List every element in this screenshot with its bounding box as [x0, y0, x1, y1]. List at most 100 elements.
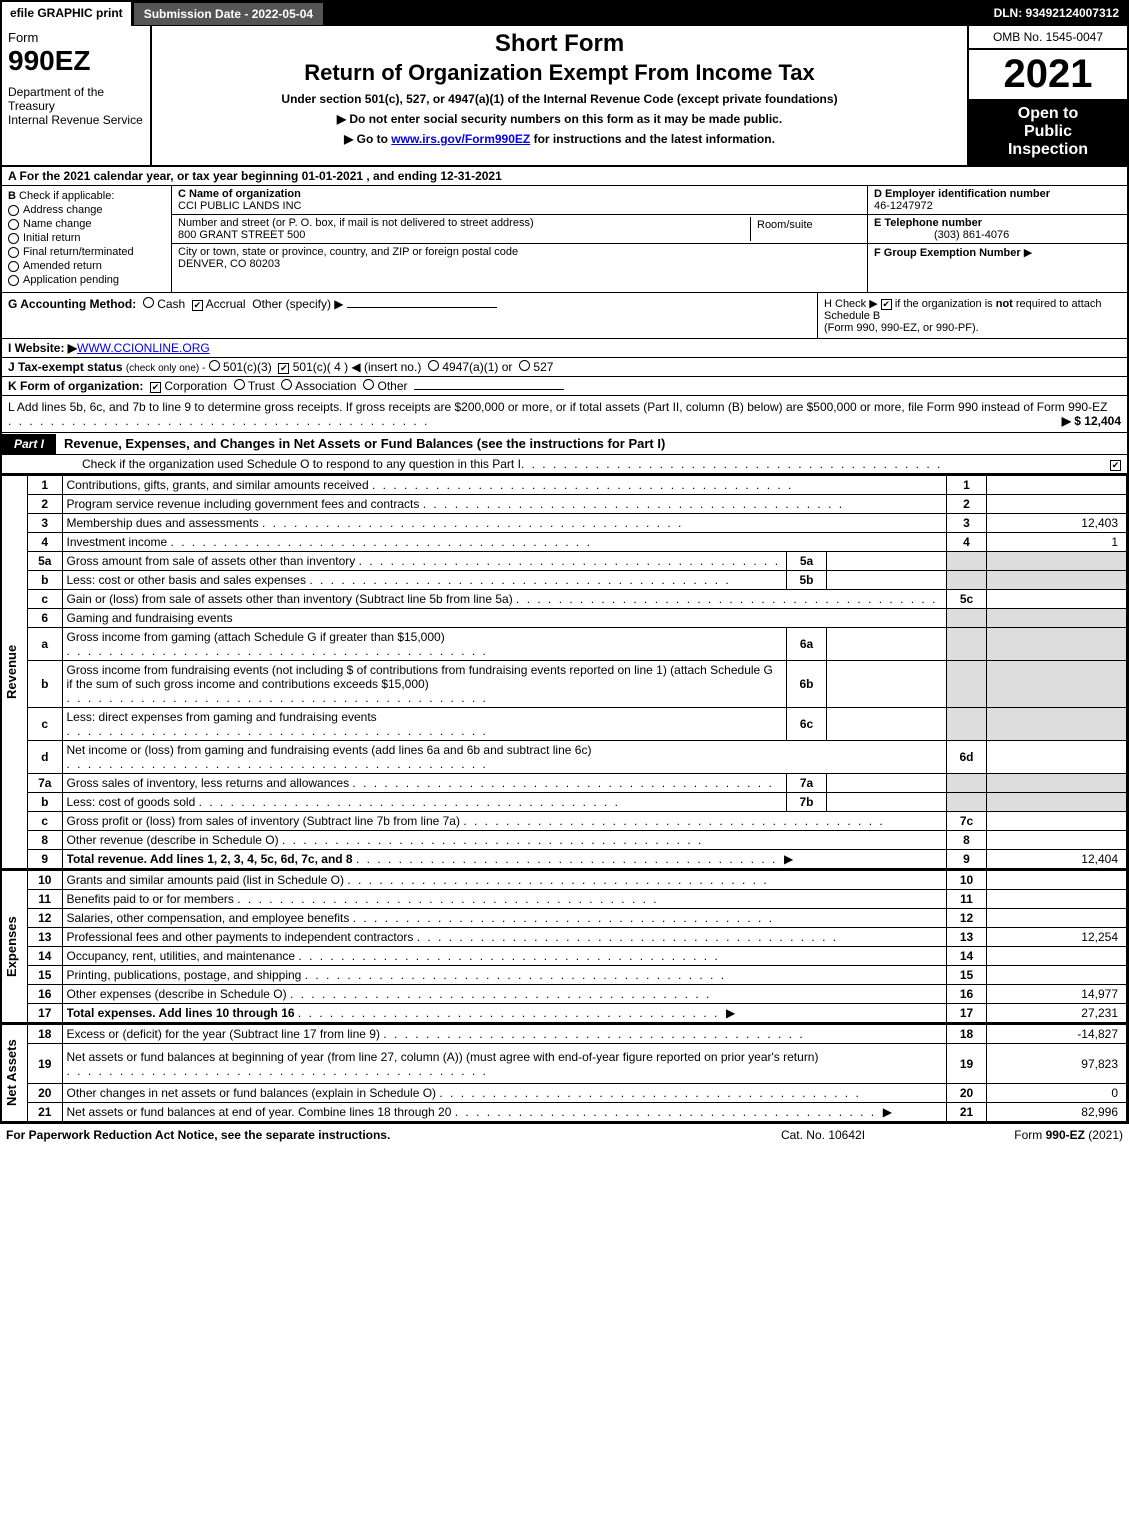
goto-pre: ▶ Go to: [344, 132, 391, 146]
box-num: 2: [947, 495, 987, 514]
sub-box-val: [827, 628, 947, 661]
box-val: 82,996: [987, 1103, 1127, 1122]
line-num: 4: [28, 533, 62, 552]
bullet-ssn: ▶ Do not enter social security numbers o…: [160, 112, 959, 126]
box-val: 97,823: [987, 1044, 1127, 1084]
j-4947-check[interactable]: [428, 360, 439, 371]
b-check-0[interactable]: [8, 205, 19, 216]
table-row: 11Benefits paid to or for members 11: [28, 890, 1127, 909]
b-check-5[interactable]: [8, 275, 19, 286]
box-num: 1: [947, 476, 987, 495]
section-h: H Check ▶ ✔ if the organization is not r…: [817, 293, 1127, 338]
line-num: 2: [28, 495, 62, 514]
org-city: DENVER, CO 80203: [178, 258, 280, 270]
section-c: C Name of organization CCI PUBLIC LANDS …: [172, 186, 867, 292]
efile-label[interactable]: efile GRAPHIC print: [2, 2, 133, 26]
line-desc: Gross amount from sale of assets other t…: [62, 552, 787, 571]
b-opt-5: Application pending: [8, 274, 165, 286]
line-num: 10: [28, 871, 62, 890]
line-desc: Less: direct expenses from gaming and fu…: [62, 708, 787, 741]
line-num: 13: [28, 928, 62, 947]
sub-box-num: 7b: [787, 793, 827, 812]
h-text4: (Form 990, 990-EZ, or 990-PF).: [824, 322, 979, 334]
table-row: bLess: cost of goods sold 7b: [28, 793, 1127, 812]
line-desc: Gaming and fundraising events: [62, 609, 947, 628]
k-check-3[interactable]: [363, 379, 374, 390]
k-opt-3: Other: [377, 379, 407, 393]
j-501c3-check[interactable]: [209, 360, 220, 371]
submission-date: Submission Date - 2022-05-04: [133, 2, 324, 26]
part-i-title: Revenue, Expenses, and Changes in Net As…: [56, 433, 1127, 454]
bullet-goto: ▶ Go to www.irs.gov/Form990EZ for instru…: [160, 132, 959, 146]
b-check-4[interactable]: [8, 261, 19, 272]
table-row: 17Total expenses. Add lines 10 through 1…: [28, 1004, 1127, 1023]
j-501c-check[interactable]: ✔: [278, 363, 289, 374]
j-527-check[interactable]: [519, 360, 530, 371]
line-num: b: [28, 793, 62, 812]
b-check-2[interactable]: [8, 233, 19, 244]
k-check-1[interactable]: [234, 379, 245, 390]
g-accrual-check[interactable]: ✔: [192, 300, 203, 311]
g-cash-check[interactable]: [143, 297, 154, 308]
footer-r-bold: 990-EZ: [1046, 1128, 1085, 1142]
open-line2: Public: [973, 123, 1123, 141]
line-num: 21: [28, 1103, 62, 1122]
box-num-shade: [947, 571, 987, 590]
line-desc: Investment income: [62, 533, 947, 552]
table-row: bGross income from fundraising events (n…: [28, 661, 1127, 708]
box-val: [987, 966, 1127, 985]
b-opt-label-2: Initial return: [23, 232, 80, 244]
table-row: 14Occupancy, rent, utilities, and mainte…: [28, 947, 1127, 966]
g-other: Other (specify) ▶: [252, 297, 343, 311]
line-desc: Gross profit or (loss) from sales of inv…: [62, 812, 947, 831]
f-arrow: ▶: [1024, 247, 1032, 259]
box-val: [987, 812, 1127, 831]
box-num: 5c: [947, 590, 987, 609]
box-num: 19: [947, 1044, 987, 1084]
line-desc: Professional fees and other payments to …: [62, 928, 947, 947]
box-val: 12,254: [987, 928, 1127, 947]
part-i-check[interactable]: ✔: [1110, 460, 1121, 471]
line-desc: Excess or (deficit) for the year (Subtra…: [62, 1025, 947, 1044]
k-label: K Form of organization:: [8, 379, 143, 393]
part-i-sub: Check if the organization used Schedule …: [2, 455, 1127, 474]
line-desc: Other revenue (describe in Schedule O): [62, 831, 947, 850]
k-opt-0: Corporation: [164, 379, 227, 393]
expenses-vlabel: Expenses: [2, 870, 28, 1023]
b-check-1[interactable]: [8, 219, 19, 230]
box-val: [987, 831, 1127, 850]
b-opt-4: Amended return: [8, 260, 165, 272]
line-desc: Printing, publications, postage, and shi…: [62, 966, 947, 985]
table-row: 19Net assets or fund balances at beginni…: [28, 1044, 1127, 1084]
box-num: 10: [947, 871, 987, 890]
section-g: G Accounting Method: Cash ✔ Accrual Othe…: [2, 293, 817, 338]
org-name: CCI PUBLIC LANDS INC: [178, 200, 301, 212]
k-check-0[interactable]: ✔: [150, 382, 161, 393]
line-desc: Less: cost or other basis and sales expe…: [62, 571, 787, 590]
title-return: Return of Organization Exempt From Incom…: [160, 60, 959, 86]
box-num: 20: [947, 1084, 987, 1103]
table-row: 2Program service revenue including gover…: [28, 495, 1127, 514]
irs-link[interactable]: www.irs.gov/Form990EZ: [391, 132, 530, 146]
box-val: [987, 909, 1127, 928]
line-num: c: [28, 708, 62, 741]
box-val: 1: [987, 533, 1127, 552]
box-val-shade: [987, 609, 1127, 628]
box-val-shade: [987, 793, 1127, 812]
k-check-2[interactable]: [281, 379, 292, 390]
table-row: aGross income from gaming (attach Schedu…: [28, 628, 1127, 661]
b-opt-label-0: Address change: [23, 204, 103, 216]
sub-box-num: 6b: [787, 661, 827, 708]
website-link[interactable]: WWW.CCIONLINE.ORG: [77, 341, 210, 355]
footer-r-post: (2021): [1085, 1128, 1123, 1142]
b-check-3[interactable]: [8, 247, 19, 258]
box-num-shade: [947, 552, 987, 571]
box-num: 17: [947, 1004, 987, 1023]
line-num: 8: [28, 831, 62, 850]
line-num: 15: [28, 966, 62, 985]
b-check-label: Check if applicable:: [19, 190, 114, 202]
h-check[interactable]: ✔: [881, 299, 892, 310]
b-opt-label-5: Application pending: [23, 274, 119, 286]
row-j: J Tax-exempt status (check only one) - 5…: [2, 358, 1127, 377]
section-b: B Check if applicable: Address changeNam…: [2, 186, 172, 292]
